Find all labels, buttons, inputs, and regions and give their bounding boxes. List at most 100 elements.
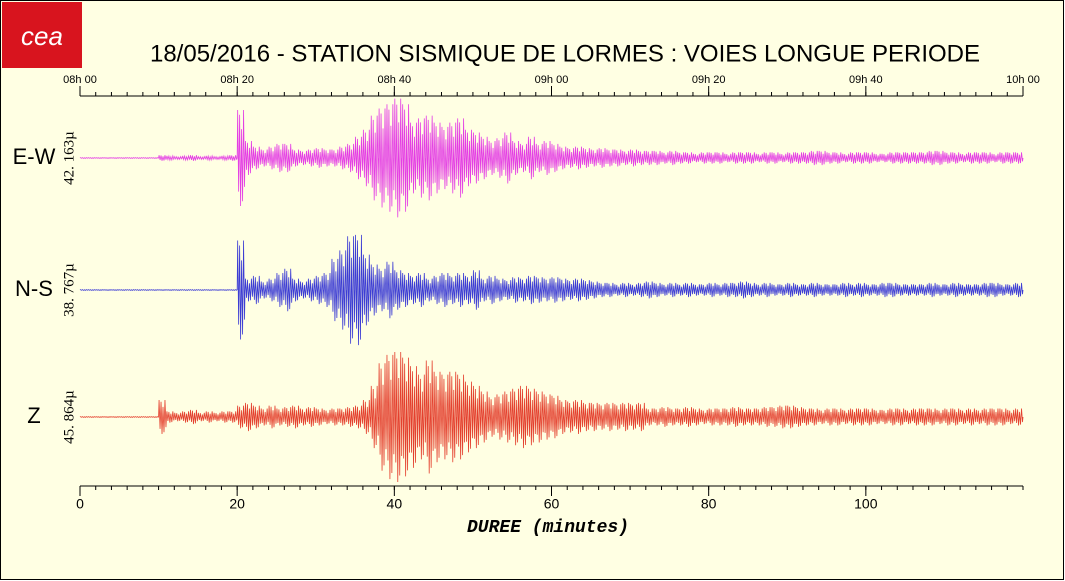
trace-segment — [527, 136, 537, 180]
trace-segment — [700, 409, 710, 425]
trace-segment — [629, 404, 639, 430]
trace-segment — [755, 284, 765, 296]
trace-segment — [111, 289, 120, 291]
trace-segment — [920, 408, 930, 426]
trace-segment — [1014, 152, 1024, 164]
trace-segment — [236, 240, 246, 340]
trace-segment — [692, 408, 702, 426]
trace-segment — [778, 153, 788, 163]
trace-segment — [755, 153, 765, 163]
trace-segment — [684, 282, 694, 298]
trace-segment — [95, 157, 104, 159]
trace-segment — [409, 122, 419, 194]
trace-segment — [739, 408, 749, 426]
trace-segment — [87, 157, 96, 159]
trace-segment — [818, 284, 827, 296]
trace-segment — [873, 153, 882, 163]
trace-segment — [503, 391, 513, 443]
trace-segment — [896, 152, 906, 164]
trace-segment — [1006, 152, 1016, 164]
trace-segment — [236, 405, 246, 429]
trace-segment — [944, 152, 953, 164]
trace-segment — [158, 400, 167, 434]
trace-segment — [739, 281, 749, 299]
trace-segment — [582, 280, 592, 300]
trace-segment — [928, 408, 937, 426]
trace-segment — [700, 152, 710, 164]
trace-segment — [865, 284, 875, 296]
trace-segment — [535, 391, 545, 443]
trace-segment — [896, 284, 906, 296]
trace-segment — [221, 154, 230, 162]
trace-segment — [716, 284, 725, 296]
trace-segment — [205, 411, 214, 423]
x2-tick-label: 10h 00 — [1006, 74, 1040, 86]
trace-segment — [103, 289, 112, 291]
trace-segment — [197, 289, 206, 291]
trace-segment — [307, 278, 317, 302]
trace-segment — [283, 268, 293, 312]
trace-segment — [566, 401, 576, 433]
x-tick-label: 100 — [854, 496, 878, 512]
trace-segment — [173, 412, 183, 422]
trace-segment — [684, 152, 694, 164]
trace-segment — [543, 278, 552, 302]
trace-segment — [221, 411, 230, 423]
trace-segment — [346, 236, 356, 344]
x2-tick-label: 08h 20 — [220, 74, 254, 86]
trace-segment — [221, 289, 230, 291]
trace-segment — [519, 143, 529, 173]
trace-segment — [857, 408, 867, 426]
trace-segment — [527, 388, 537, 446]
trace-segment — [763, 407, 772, 427]
trace-segment — [889, 282, 898, 298]
trace-segment — [841, 282, 851, 298]
trace-segment — [818, 409, 827, 425]
trace-segment — [653, 282, 662, 298]
trace-segment — [653, 408, 662, 426]
trace-segment — [166, 289, 175, 291]
trace-segment — [582, 148, 592, 168]
trace-segment — [386, 261, 395, 319]
x-tick-label: 60 — [544, 496, 560, 512]
trace-segment — [464, 381, 474, 453]
trace-segment — [87, 289, 96, 291]
trace-segment — [346, 143, 356, 173]
trace-segment — [378, 108, 387, 208]
trace-segment — [590, 402, 600, 432]
trace-segment — [661, 284, 670, 296]
trace-segment — [1014, 408, 1024, 426]
x2-tick-label: 08h 40 — [378, 74, 412, 86]
trace-segment — [386, 354, 395, 480]
trace-segment — [496, 138, 505, 178]
trace-segment — [119, 157, 128, 159]
trace-segment — [370, 385, 380, 449]
trace-segment — [834, 152, 843, 164]
trace-segment — [975, 409, 985, 425]
trace-segment — [472, 385, 482, 449]
trace-segment — [354, 234, 364, 346]
trace-segment — [126, 416, 136, 418]
trace-segment — [441, 374, 450, 460]
trace-segment — [393, 270, 403, 310]
trace-segment — [700, 284, 710, 296]
trace-segment — [723, 408, 733, 426]
trace-segment — [904, 284, 914, 296]
x2-tick-label: 09h 00 — [535, 74, 569, 86]
trace-segment — [763, 282, 772, 298]
trace-segment — [244, 402, 254, 432]
trace-segment — [896, 408, 906, 426]
trace-segment — [912, 284, 922, 296]
trace-segment — [558, 278, 568, 302]
trace-segment — [944, 284, 953, 296]
trace-segment — [967, 152, 977, 164]
trace-segment — [676, 408, 686, 426]
scale-label: 42. 163µ — [61, 131, 77, 185]
trace-segment — [228, 155, 238, 161]
x2-tick-label: 09h 40 — [849, 74, 883, 86]
trace-segment — [244, 141, 254, 175]
trace-segment — [716, 408, 725, 426]
trace-segment — [331, 149, 340, 167]
scale-label: 45. 864µ — [61, 390, 77, 444]
